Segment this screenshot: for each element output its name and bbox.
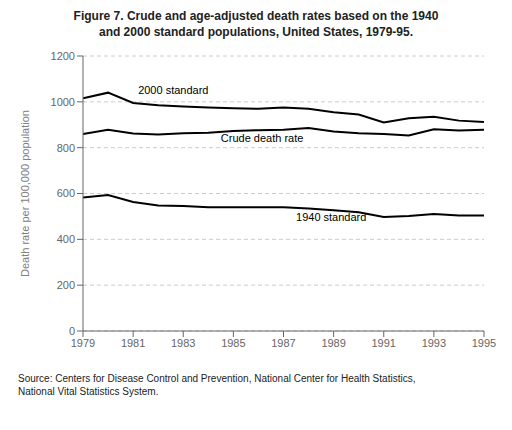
svg-text:1981: 1981 [121, 337, 145, 349]
svg-text:1200: 1200 [51, 50, 75, 62]
svg-text:600: 600 [57, 187, 75, 199]
svg-text:400: 400 [57, 233, 75, 245]
svg-text:1983: 1983 [171, 337, 195, 349]
svg-text:800: 800 [57, 142, 75, 154]
svg-text:1995: 1995 [472, 337, 496, 349]
svg-text:1989: 1989 [321, 337, 345, 349]
svg-text:1993: 1993 [422, 337, 446, 349]
html-text:Figure 7. Crude and age-adjust: Figure 7. Crude and age-adjusted death r… [73, 9, 439, 39]
svg-text:0: 0 [69, 325, 75, 337]
svg-text:2000 standard: 2000 standard [138, 84, 208, 96]
svg-text:Death rate per 100,000 populat: Death rate per 100,000 population [19, 110, 31, 277]
svg-text:1979: 1979 [71, 337, 95, 349]
svg-text:1940 standard: 1940 standard [296, 211, 366, 223]
svg-text:1991: 1991 [372, 337, 396, 349]
html-text:Source: Centers for Disease Co: Source: Centers for Disease Control and … [18, 373, 416, 397]
svg-text:200: 200 [57, 279, 75, 291]
svg-text:1000: 1000 [51, 96, 75, 108]
svg-text:1987: 1987 [271, 337, 295, 349]
svg-text:Crude death rate: Crude death rate [221, 132, 304, 144]
svg-text:1985: 1985 [221, 337, 245, 349]
